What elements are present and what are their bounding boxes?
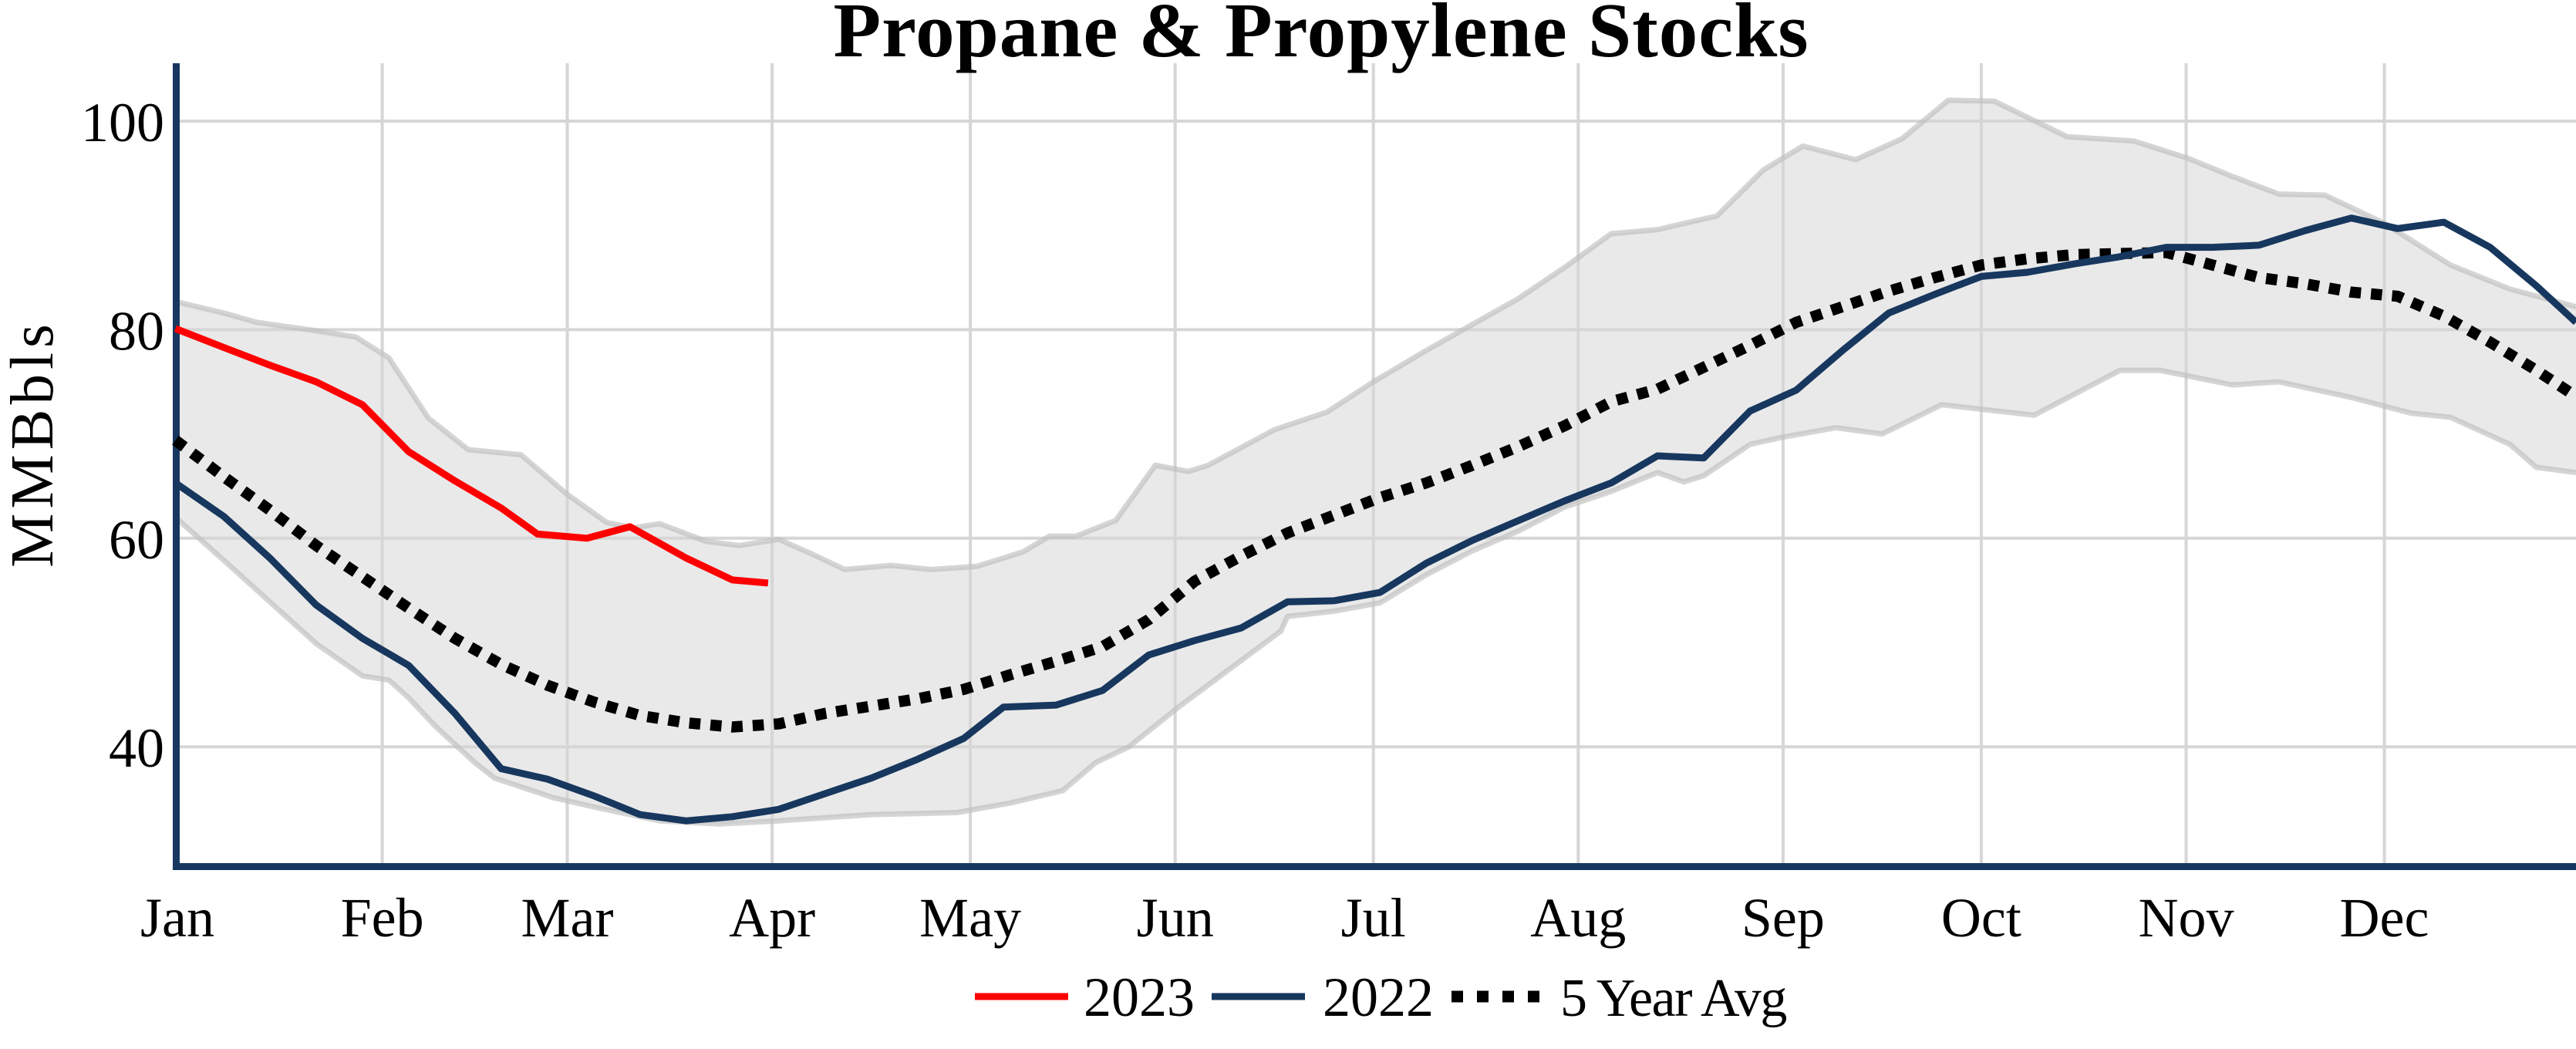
svg-text:60: 60 <box>109 509 164 571</box>
svg-text:MMBbls: MMBbls <box>0 319 66 567</box>
svg-text:Apr: Apr <box>729 887 815 949</box>
svg-text:Jul: Jul <box>1341 887 1406 949</box>
svg-text:Jan: Jan <box>140 887 214 949</box>
svg-text:Oct: Oct <box>1941 887 2021 949</box>
svg-text:80: 80 <box>109 300 164 362</box>
svg-text:Feb: Feb <box>341 887 424 949</box>
svg-text:5 Year Avg: 5 Year Avg <box>1560 969 1786 1028</box>
svg-text:100: 100 <box>81 92 164 153</box>
svg-text:Propane & Propylene Stocks: Propane & Propylene Stocks <box>833 0 1809 73</box>
svg-text:Aug: Aug <box>1530 887 1626 949</box>
svg-text:40: 40 <box>109 717 164 779</box>
svg-text:2023: 2023 <box>1084 966 1195 1028</box>
svg-text:Dec: Dec <box>2340 887 2429 949</box>
svg-text:2022: 2022 <box>1323 966 1434 1028</box>
svg-text:Jun: Jun <box>1137 887 1214 949</box>
svg-text:May: May <box>919 887 1021 949</box>
svg-text:Sep: Sep <box>1741 887 1825 949</box>
svg-text:Nov: Nov <box>2139 887 2234 949</box>
svg-text:Mar: Mar <box>521 887 614 949</box>
